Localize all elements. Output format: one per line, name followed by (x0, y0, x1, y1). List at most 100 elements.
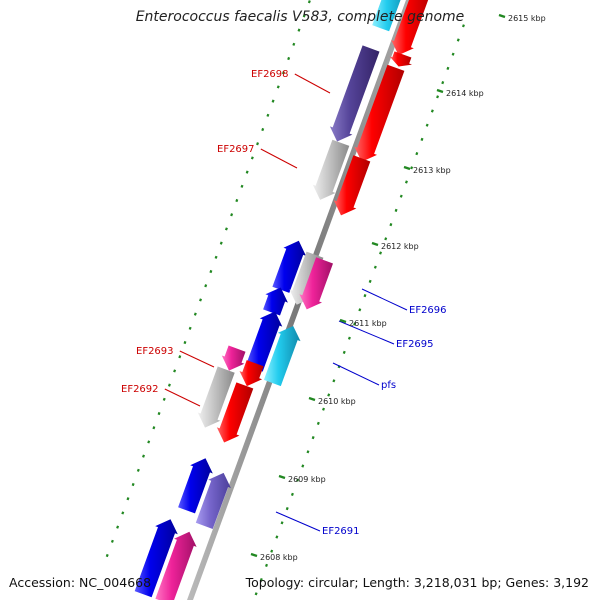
right-track-dot (322, 407, 325, 411)
left-track-dot (178, 355, 182, 359)
right-track-dot (358, 308, 362, 312)
tick-label: 2610 kbp (318, 397, 356, 406)
right-track-dot (327, 393, 331, 397)
left-track-dot (266, 113, 270, 117)
left-track-dot (307, 0, 311, 4)
gene-label-ef2698[interactable]: EF2698 (251, 69, 289, 80)
right-track-dot (379, 251, 383, 255)
left-track-dot (224, 227, 228, 231)
gene-arrow-pink[interactable] (221, 345, 246, 371)
left-track-dot (199, 298, 203, 302)
gene-arrow-red[interactable] (239, 360, 264, 387)
right-track-dot (399, 194, 403, 198)
left-track-dot (256, 142, 260, 146)
left-track-dot (219, 241, 223, 245)
gene-arrow-red[interactable] (391, 0, 433, 56)
right-track-dot (384, 237, 388, 241)
tick-mark (278, 474, 286, 480)
left-track-dot (230, 213, 234, 217)
gene-arrow-red[interactable] (389, 51, 413, 67)
gene-arrow-blue[interactable] (245, 311, 283, 372)
gene-arrow-blue[interactable] (272, 240, 306, 293)
gene-arrows (134, 0, 433, 600)
right-track-dot (353, 322, 357, 326)
gene-connector-line (275, 511, 321, 532)
right-track-dot (415, 151, 419, 156)
gene-label-ef2691[interactable]: EF2691 (322, 526, 360, 537)
left-track-dot (157, 411, 161, 416)
right-track-dot (436, 95, 440, 99)
gene-arrow-cyan[interactable] (372, 0, 409, 32)
right-track-dot (259, 577, 263, 582)
gene-label-ef2696[interactable]: EF2696 (409, 305, 447, 316)
right-track-dot (265, 563, 268, 567)
tick-mark (498, 13, 506, 19)
gene-label-ef2695[interactable]: EF2695 (396, 339, 434, 350)
left-track-dot (209, 269, 213, 274)
gene-arrow-red[interactable] (354, 64, 405, 162)
tick-label: 2613 kbp (413, 166, 451, 175)
left-track-dot (105, 553, 109, 558)
gene-arrow-blue[interactable] (263, 287, 288, 316)
gene-arrow-blue[interactable] (178, 458, 213, 514)
gene-label-ef2693[interactable]: EF2693 (136, 346, 174, 357)
gene-arrow-pink[interactable] (299, 257, 333, 310)
right-track-dot (254, 592, 258, 596)
left-track-dot (281, 71, 285, 75)
left-track-dot (276, 85, 280, 89)
gene-arrow-purple[interactable] (329, 45, 380, 142)
gene-label-ef2697[interactable]: EF2697 (217, 144, 255, 155)
tick-mark (403, 165, 411, 171)
right-track-dot (316, 421, 320, 425)
gene-arrow-blue[interactable] (134, 519, 178, 598)
left-track-dot (131, 482, 135, 487)
left-track-dot (173, 369, 177, 373)
right-track-dot (332, 379, 336, 383)
gene-arrow-cyan[interactable] (263, 326, 301, 387)
tick-label: 2609 kbp (288, 475, 326, 484)
gene-label-pfs[interactable]: pfs (381, 380, 396, 391)
gene-connector-line (260, 148, 298, 169)
right-track-dot (285, 506, 289, 511)
left-track-dot (121, 511, 125, 515)
right-track-dot (394, 208, 398, 212)
left-track-dot (235, 198, 239, 203)
gene-label-ef2692[interactable]: EF2692 (121, 384, 159, 395)
gene-labels: EF2698 EF2697 EF2696 EF2695 pfs EF2693 EF2692 E… (121, 69, 447, 537)
left-track-dot (110, 539, 114, 543)
right-track-dot (270, 549, 274, 553)
right-track-dot (363, 293, 367, 298)
right-track-dot (410, 166, 414, 170)
left-track-dot (142, 454, 145, 458)
right-track-dot (389, 222, 393, 227)
left-track-dot (261, 127, 265, 132)
genome-title: Enterococcus faecalis V583, complete gen… (135, 9, 465, 25)
left-track-dot (250, 156, 254, 160)
gene-connector-line (164, 388, 201, 407)
gene-arrow-lav[interactable] (195, 472, 231, 529)
right-track-dot (275, 535, 279, 539)
right-track-dot (451, 52, 455, 56)
tick-label: 2614 kbp (446, 89, 484, 98)
left-track-dot (167, 383, 171, 387)
left-track-dot (152, 426, 156, 430)
tick-mark (371, 241, 379, 247)
right-track-dot (311, 435, 315, 440)
left-tick-track (105, 0, 311, 558)
tick-labels: 2615 kbp 2614 kbp 2613 kbp 2612 kbp 2611 kbp… (250, 13, 546, 562)
gene-arrow-pink[interactable] (155, 531, 197, 600)
right-track-dot (430, 109, 434, 113)
gene-arrow-grey[interactable] (312, 139, 350, 200)
gene-arrow-red[interactable] (333, 155, 371, 216)
right-track-dot (373, 265, 377, 269)
gene-arrow-red[interactable] (216, 382, 254, 443)
left-track-dot (287, 56, 291, 61)
right-track-dot (446, 66, 450, 70)
right-track-dot (456, 38, 460, 42)
gene-connector-line (332, 362, 380, 386)
genome-stats-text: Topology: circular; Length: 3,218,031 bp… (245, 575, 589, 590)
gene-arrow-grey[interactable] (197, 366, 235, 428)
right-track-dot (420, 137, 424, 141)
left-track-dot (188, 326, 192, 330)
